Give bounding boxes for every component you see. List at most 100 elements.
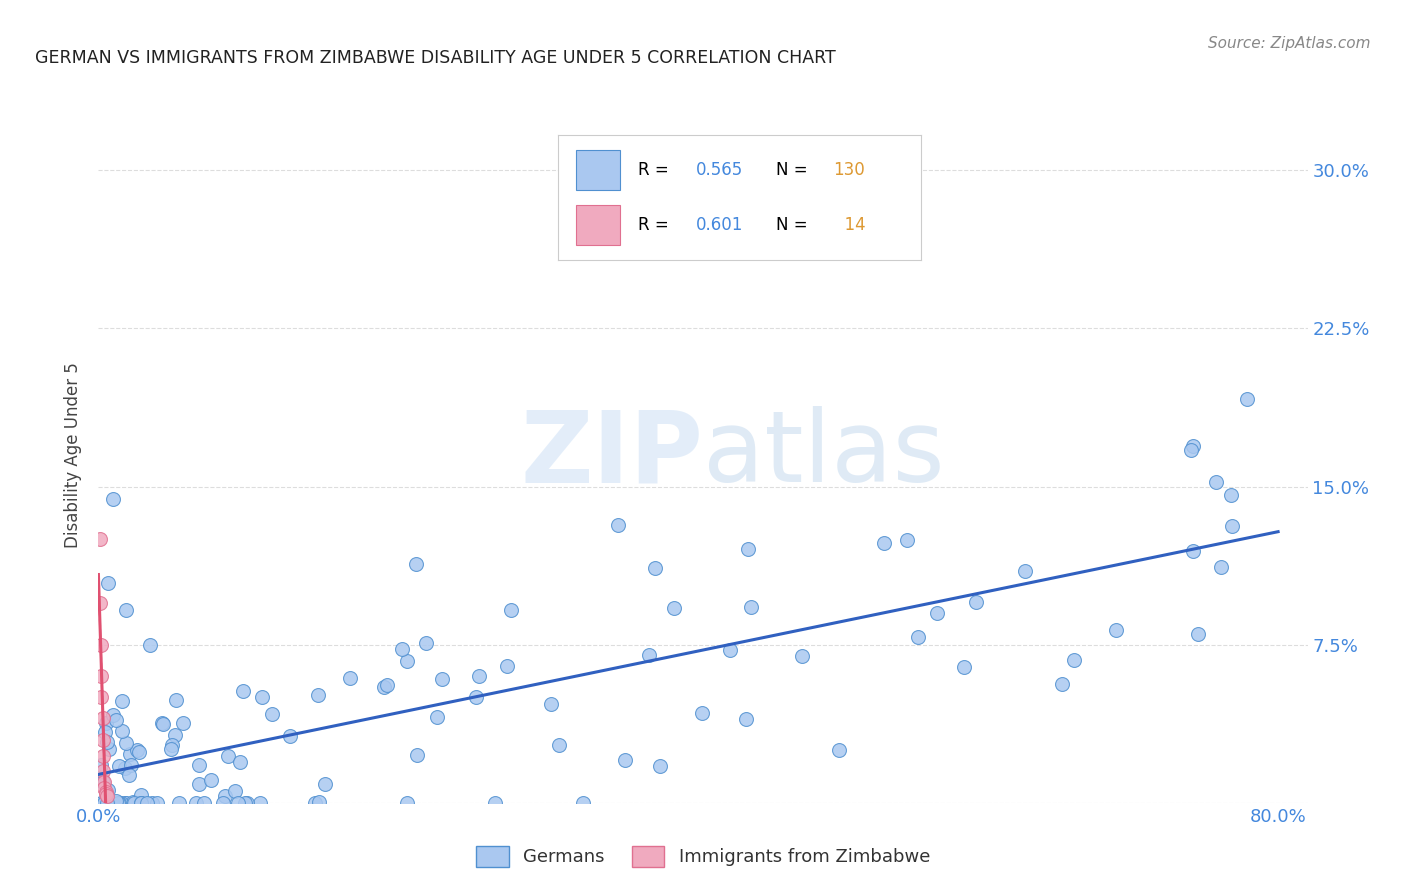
Point: [114, 796, 136, 810]
Point: [107, 796, 129, 810]
Point: [90, 638, 112, 652]
Point: [90, 772, 112, 787]
Point: [607, 518, 630, 533]
Point: [152, 717, 174, 731]
Point: [91, 711, 114, 725]
Point: [648, 758, 671, 772]
Point: [172, 715, 194, 730]
Point: [101, 708, 124, 723]
Point: [124, 796, 146, 810]
Point: [90, 669, 112, 683]
Point: [737, 541, 759, 556]
Point: [89, 595, 111, 609]
Point: [107, 759, 129, 773]
Point: [93, 780, 115, 795]
Point: [160, 738, 183, 752]
Point: [308, 795, 330, 809]
Text: GERMAN VS IMMIGRANTS FROM ZIMBABWE DISABILITY AGE UNDER 5 CORRELATION CHART: GERMAN VS IMMIGRANTS FROM ZIMBABWE DISAB…: [35, 49, 837, 67]
Point: [186, 796, 208, 810]
Point: [690, 706, 713, 721]
Point: [94, 788, 117, 802]
Point: [163, 728, 186, 742]
Point: [91, 749, 114, 764]
Text: ZIP: ZIP: [520, 407, 703, 503]
Point: [90, 690, 112, 705]
Point: [91, 764, 114, 779]
Point: [426, 710, 449, 724]
Point: [159, 741, 181, 756]
Point: [146, 796, 169, 810]
Text: atlas: atlas: [703, 407, 945, 503]
Point: [111, 694, 134, 708]
Point: [108, 796, 131, 810]
Point: [1014, 564, 1036, 578]
Point: [110, 796, 132, 810]
Point: [93, 774, 115, 789]
Point: [96, 796, 118, 810]
Point: [662, 600, 685, 615]
Point: [734, 712, 756, 726]
Point: [94, 725, 117, 739]
Point: [1187, 627, 1209, 641]
Point: [1050, 677, 1073, 691]
Point: [907, 630, 929, 644]
Point: [790, 649, 813, 664]
Point: [200, 772, 222, 787]
Point: [115, 796, 138, 810]
Point: [249, 796, 271, 810]
Point: [828, 742, 851, 756]
Y-axis label: Disability Age Under 5: Disability Age Under 5: [65, 362, 83, 548]
Point: [150, 715, 173, 730]
Point: [120, 747, 142, 762]
Point: [1219, 488, 1241, 502]
Point: [339, 671, 361, 685]
Point: [226, 796, 249, 810]
Point: [90, 758, 112, 772]
Point: [97, 796, 120, 810]
Point: [129, 796, 152, 810]
Point: [1182, 544, 1205, 558]
Point: [953, 659, 976, 673]
Point: [125, 743, 148, 757]
Point: [638, 648, 661, 662]
Point: [405, 557, 427, 571]
Point: [1205, 475, 1227, 490]
Point: [89, 533, 111, 547]
Point: [101, 796, 124, 810]
Point: [430, 672, 453, 686]
Point: [91, 732, 114, 747]
Point: [100, 796, 122, 810]
Point: [572, 796, 595, 810]
Point: [104, 713, 127, 727]
Point: [101, 796, 124, 810]
Point: [613, 753, 636, 767]
Legend: Germans, Immigrants from Zimbabwe: Germans, Immigrants from Zimbabwe: [468, 838, 938, 874]
Point: [129, 796, 152, 810]
Point: [405, 748, 427, 763]
Point: [278, 729, 301, 743]
Point: [1220, 519, 1243, 533]
Point: [467, 669, 489, 683]
Point: [96, 735, 118, 749]
Point: [1063, 653, 1085, 667]
Point: [131, 796, 153, 810]
Point: [94, 785, 117, 799]
Point: [96, 789, 118, 804]
Point: [141, 796, 163, 810]
Point: [104, 794, 127, 808]
Point: [1236, 392, 1258, 406]
Point: [114, 735, 136, 749]
Point: [114, 761, 136, 775]
Point: [307, 688, 329, 702]
Point: [252, 690, 274, 705]
Point: [1181, 439, 1204, 453]
Point: [228, 755, 250, 769]
Point: [217, 748, 239, 763]
Point: [120, 757, 142, 772]
Point: [304, 796, 326, 810]
Point: [224, 784, 246, 798]
Point: [540, 697, 562, 711]
Point: [94, 716, 117, 731]
Point: [718, 643, 741, 657]
Point: [139, 638, 162, 652]
